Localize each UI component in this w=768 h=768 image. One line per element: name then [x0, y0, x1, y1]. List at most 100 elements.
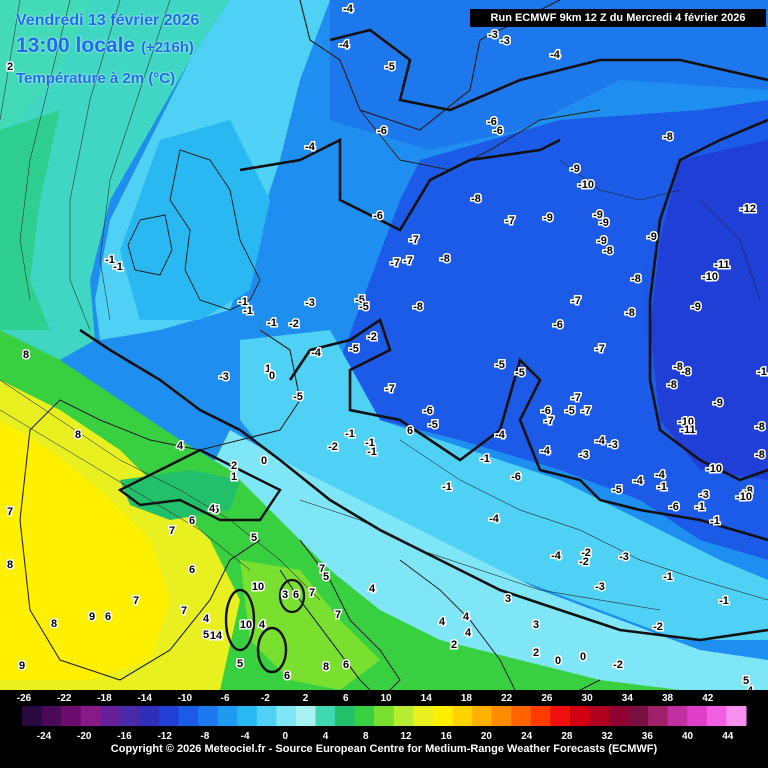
temperature-label: 6	[189, 564, 195, 576]
legend-swatch	[354, 706, 375, 726]
temperature-label: -10	[736, 491, 752, 503]
temperature-label: -9	[647, 231, 657, 243]
temperature-label: -7	[385, 383, 395, 395]
south-cool-band	[240, 330, 768, 640]
temperature-label: 7	[319, 563, 325, 575]
forecast-offset: (+216h)	[140, 39, 194, 56]
temperature-label: -8	[755, 449, 765, 461]
legend-tick: -26	[17, 693, 32, 704]
temperature-label: 1	[231, 471, 237, 483]
legend-tick: -16	[117, 731, 132, 742]
temperature-label: -1	[365, 437, 375, 449]
temperature-label: -10	[706, 463, 722, 475]
temperature-label: -1	[442, 481, 452, 493]
color-legend	[22, 706, 747, 726]
legend-swatch	[158, 706, 180, 726]
legend-swatch	[41, 706, 62, 726]
temperature-label: -6	[487, 116, 497, 128]
temperature-label: -9	[570, 163, 580, 175]
temperature-label: -6	[541, 405, 551, 417]
legend-tick: 28	[561, 731, 573, 742]
legend-swatch	[511, 706, 532, 726]
temperature-label: -9	[713, 397, 723, 409]
temperature-label: -3	[219, 371, 229, 383]
temperature-label: -1	[719, 595, 729, 607]
legend-swatch	[22, 706, 43, 726]
temperature-label: 8	[75, 429, 81, 441]
temperature-label: -3	[699, 489, 709, 501]
temperature-label: -5	[612, 484, 622, 496]
temperature-label: -1	[238, 296, 248, 308]
alps-cold	[120, 470, 240, 520]
temperature-label: -4	[540, 445, 551, 457]
temperature-label: -4	[343, 3, 354, 15]
temperature-label: -1	[710, 515, 720, 527]
legend-tick: -12	[157, 731, 172, 742]
temperature-label: -4	[595, 435, 606, 447]
legend-swatch	[217, 706, 238, 726]
legend-swatch	[80, 706, 101, 726]
temperature-label: 3	[505, 593, 511, 605]
temperature-label: -9	[543, 212, 553, 224]
isotherm-alps	[117, 448, 282, 522]
temperature-label: -6	[373, 210, 383, 222]
legend-swatch	[648, 706, 669, 726]
temperature-label: -7	[409, 234, 419, 246]
temperature-label: -1	[480, 453, 490, 465]
temperature-label: 4	[209, 503, 216, 515]
coastline-ireland	[127, 214, 173, 276]
temperature-label: -6	[669, 501, 679, 513]
legend-tick: 22	[501, 693, 513, 704]
temperature-label: -4	[339, 39, 350, 51]
isotherm-loop-italy-3	[278, 578, 306, 614]
legend-tick: 4	[323, 731, 329, 742]
temperature-label: 7	[133, 595, 139, 607]
legend-tick: -18	[97, 693, 112, 704]
legend-tick: 18	[461, 693, 473, 704]
temperature-label: -8	[667, 379, 677, 391]
temperature-label: -2	[613, 659, 623, 671]
legend-tick: 38	[662, 693, 674, 704]
legend-swatch	[628, 706, 649, 726]
temperature-label: -7	[544, 415, 554, 427]
legend-tick: 30	[582, 693, 594, 704]
legend-swatch	[530, 706, 551, 726]
temperature-label: -4	[489, 513, 500, 525]
temperature-label: -1	[757, 366, 767, 378]
legend-tick: 10	[380, 693, 392, 704]
temperature-label: -2	[328, 441, 338, 453]
isotherm-minus5-north	[239, 137, 561, 232]
legend-swatch	[61, 706, 82, 726]
temperature-label: -2	[579, 556, 589, 568]
legend-tick: -8	[200, 731, 209, 742]
temperature-label: -3	[579, 449, 589, 461]
temperature-label: 4	[203, 613, 210, 625]
temperature-label: -10	[578, 179, 594, 191]
temperature-label: -4	[495, 429, 506, 441]
temperature-label: -5	[385, 61, 395, 73]
temperature-label: -4	[633, 475, 644, 487]
legend-tick: 8	[363, 731, 369, 742]
temperature-label: -2	[367, 331, 377, 343]
temperature-label: 5	[743, 675, 749, 687]
temperature-label: 3	[282, 589, 288, 601]
temperature-label: 7	[181, 605, 187, 617]
temperature-label: -7	[505, 215, 515, 227]
temperature-label: -5	[293, 391, 303, 403]
temperature-label: 14	[210, 630, 223, 642]
temperature-label: 6	[407, 425, 413, 437]
forecast-time: 13:00 locale (+216h)	[16, 34, 194, 58]
legend-swatch	[256, 706, 277, 726]
temperature-label: -2	[581, 547, 591, 559]
legend-swatch	[550, 706, 571, 726]
legend-swatch	[198, 706, 219, 726]
temperature-label: -5	[428, 419, 438, 431]
legend-swatch	[119, 706, 140, 726]
temperature-label: 4	[465, 627, 472, 639]
legend-swatch	[393, 706, 414, 726]
temperature-label: -8	[743, 485, 753, 497]
legend-tick: -6	[221, 693, 230, 704]
legend-tick: 40	[682, 731, 694, 742]
legend-tick: 16	[441, 731, 453, 742]
